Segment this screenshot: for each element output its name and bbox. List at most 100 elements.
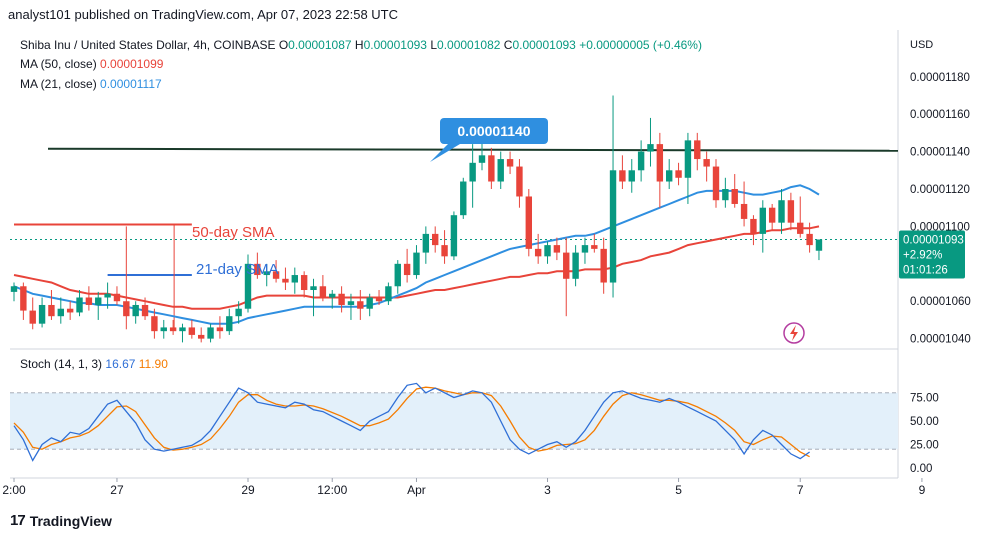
candle-body [553, 245, 561, 253]
candle-body [48, 304, 55, 317]
time-tick-label: 2:00 [2, 483, 26, 497]
ma21-value: 0.00001117 [100, 77, 162, 91]
candle-body [85, 297, 93, 305]
candle-body [141, 304, 149, 317]
candle-body [731, 189, 738, 204]
candle-body [787, 200, 795, 223]
candle-body [66, 308, 74, 313]
candle-body [38, 304, 46, 324]
candle-body [216, 327, 224, 332]
ma21-label: MA (21, close) [20, 77, 97, 91]
symbol-title: Shiba Inu / United States Dollar, 4h, CO… [20, 38, 276, 52]
tradingview-footer: 17 TradingView [10, 512, 112, 529]
candle-body [169, 327, 177, 332]
candle-body [581, 245, 589, 253]
stoch-label: Stoch (14, 1, 3) [20, 357, 103, 371]
candle-body [703, 159, 710, 167]
candle-body [300, 275, 308, 291]
candle-body [563, 252, 570, 279]
candle-body [534, 248, 542, 257]
ma50-value: 0.00001099 [100, 57, 164, 71]
candle-body [132, 304, 139, 317]
candle-body [244, 263, 252, 309]
price-tag-change: +2.92% [903, 250, 942, 262]
candle-body [20, 286, 27, 311]
price-tag-countdown: 01:01:26 [903, 265, 948, 277]
candle-body [628, 170, 635, 182]
callout-text: 0.00001140 [457, 123, 530, 139]
candle-body [778, 200, 785, 223]
currency-label: USD [910, 39, 933, 51]
price-tick-label: 0.00001040 [910, 334, 971, 346]
candle-body [113, 293, 121, 302]
candle-body [684, 140, 692, 178]
candle-body [226, 316, 233, 332]
stoch-band [10, 392, 898, 450]
candle-body [750, 218, 757, 234]
stoch-tick-label: 0.00 [910, 463, 932, 475]
candle-body [675, 170, 682, 178]
candle-body [469, 162, 476, 182]
candle-body [656, 144, 664, 182]
close-value: 0.00001093 [512, 38, 576, 52]
time-tick-label: 7 [797, 483, 804, 497]
ma21-legend: MA (21, close) 0.00001117 [20, 77, 162, 91]
candle-body [722, 189, 729, 201]
stoch-k-value: 16.67 [105, 357, 136, 371]
candle-body [179, 327, 186, 332]
candle-body [95, 297, 102, 305]
candle-body [460, 181, 467, 216]
time-tick-label: Apr [407, 483, 426, 497]
candle-body [422, 233, 430, 253]
candle-body [319, 286, 327, 298]
candle-body [338, 293, 345, 305]
high-label: H [354, 38, 364, 52]
time-tick-label: 12:00 [317, 483, 347, 497]
stoch-d-value: 11.90 [138, 357, 168, 371]
tradingview-logo-icon: 17 [10, 512, 26, 529]
candle-body [450, 215, 458, 257]
candle-body [207, 327, 214, 339]
candle-body [591, 245, 598, 249]
candle-body [759, 207, 766, 234]
candle-body [432, 233, 439, 246]
ma50-label: MA (50, close) [20, 57, 97, 71]
candle-body [329, 293, 336, 298]
stoch-tick-label: 50.00 [910, 416, 939, 428]
time-tick-label: 29 [241, 483, 255, 497]
candle-body [441, 245, 448, 257]
candle-body [797, 222, 804, 234]
open-label: O [278, 38, 289, 52]
candle-body [123, 301, 130, 317]
time-tick-label: 5 [675, 483, 682, 497]
candle-body [375, 297, 383, 302]
stoch-k-line [13, 382, 810, 462]
low-label: L [430, 38, 438, 52]
candle-body [413, 252, 420, 276]
candle-body [76, 297, 83, 313]
candle-body [104, 293, 111, 298]
candle-body [254, 263, 261, 276]
candle-body [29, 310, 36, 324]
candle-body [357, 301, 364, 309]
ma50-legend: MA (50, close) 0.00001099 [20, 57, 163, 71]
candle-body [694, 140, 701, 160]
candle-body [637, 151, 645, 171]
candle-body [768, 207, 776, 223]
time-tick-label: 27 [110, 483, 124, 497]
candle-body [740, 203, 748, 219]
high-value: 0.00001093 [363, 38, 427, 52]
candle-body [647, 144, 654, 152]
price-tag-box [899, 230, 965, 279]
candle-body [235, 308, 242, 317]
stoch-legend: Stoch (14, 1, 3) 16.67 11.90 [20, 357, 168, 371]
price-tick-label: 0.00001060 [910, 296, 971, 308]
candle-body [151, 316, 158, 332]
tradingview-brand: TradingView [29, 512, 112, 529]
candle-body [57, 308, 64, 317]
candle-body [10, 286, 18, 292]
candle-body [385, 286, 392, 302]
candle-body [815, 239, 823, 251]
candle-body [806, 233, 813, 246]
candle-body [263, 271, 270, 276]
